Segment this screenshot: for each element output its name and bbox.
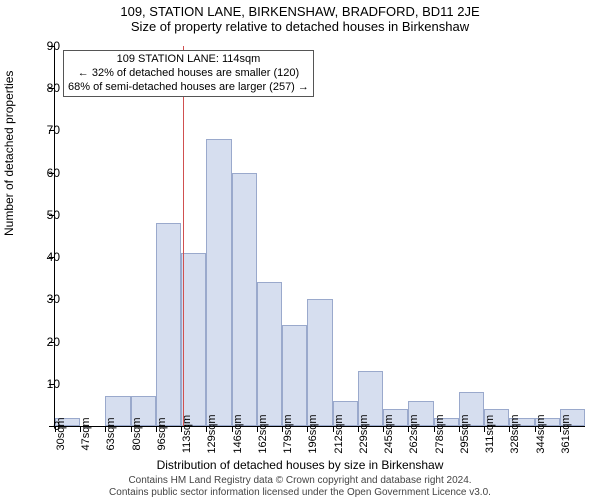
x-tick-label: 229sqm <box>358 414 370 453</box>
x-tick-label: 361sqm <box>560 414 572 453</box>
annotation-line-2: ← 32% of detached houses are smaller (12… <box>68 67 309 81</box>
x-tick-label: 295sqm <box>459 414 471 453</box>
x-tick-label: 179sqm <box>282 414 294 453</box>
plot-area: 109 STATION LANE: 114sqm ← 32% of detach… <box>54 46 585 427</box>
histogram-bar <box>181 253 206 426</box>
y-tick-label: 30 <box>47 292 60 306</box>
x-axis-label: Distribution of detached houses by size … <box>0 458 600 472</box>
histogram-bar <box>206 139 231 426</box>
x-tick-label: 311sqm <box>484 415 496 453</box>
x-tick-label: 47sqm <box>80 417 92 450</box>
chart-container: 109, STATION LANE, BIRKENSHAW, BRADFORD,… <box>0 0 600 500</box>
title-line-1: 109, STATION LANE, BIRKENSHAW, BRADFORD,… <box>0 4 600 19</box>
x-tick-label: 344sqm <box>535 414 547 453</box>
x-tick-label: 162sqm <box>257 414 269 453</box>
annotation-line-3: 68% of semi-detached houses are larger (… <box>68 81 309 95</box>
histogram-bar <box>257 282 282 426</box>
y-tick-label: 90 <box>47 39 60 53</box>
x-tick-label: 328sqm <box>509 414 521 453</box>
x-tick-label: 129sqm <box>206 414 218 453</box>
reference-line <box>183 46 184 426</box>
histogram-bar <box>156 223 181 426</box>
x-tick-label: 262sqm <box>408 414 420 453</box>
y-tick-label: 10 <box>47 377 60 391</box>
y-tick-label: 20 <box>47 335 60 349</box>
x-tick-label: 146sqm <box>232 414 244 453</box>
annotation-line-1: 109 STATION LANE: 114sqm <box>68 53 309 67</box>
x-tick-label: 245sqm <box>383 414 395 453</box>
x-tick-label: 80sqm <box>131 417 143 450</box>
x-tick-label: 63sqm <box>105 417 117 450</box>
x-tick-label: 278sqm <box>434 414 446 453</box>
reference-annotation-box: 109 STATION LANE: 114sqm ← 32% of detach… <box>63 50 314 97</box>
footer-line-2: Contains public sector information licen… <box>0 487 600 499</box>
y-axis-label: Number of detached properties <box>2 71 16 236</box>
title-line-2: Size of property relative to detached ho… <box>0 19 600 34</box>
x-tick-label: 196sqm <box>307 414 319 453</box>
x-tick-label: 96sqm <box>156 417 168 450</box>
title-block: 109, STATION LANE, BIRKENSHAW, BRADFORD,… <box>0 0 600 34</box>
x-tick-label: 212sqm <box>333 414 345 453</box>
y-tick-label: 50 <box>47 208 60 222</box>
y-tick-label: 40 <box>47 250 60 264</box>
y-tick-label: 80 <box>47 81 60 95</box>
histogram-bar <box>232 173 257 426</box>
y-tick-label: 70 <box>47 123 60 137</box>
y-tick-label: 0 <box>53 419 60 433</box>
footer-line-1: Contains HM Land Registry data © Crown c… <box>0 475 600 487</box>
histogram-bar <box>282 325 307 426</box>
histogram-bar <box>307 299 332 426</box>
y-tick-label: 60 <box>47 166 60 180</box>
footer: Contains HM Land Registry data © Crown c… <box>0 475 600 498</box>
